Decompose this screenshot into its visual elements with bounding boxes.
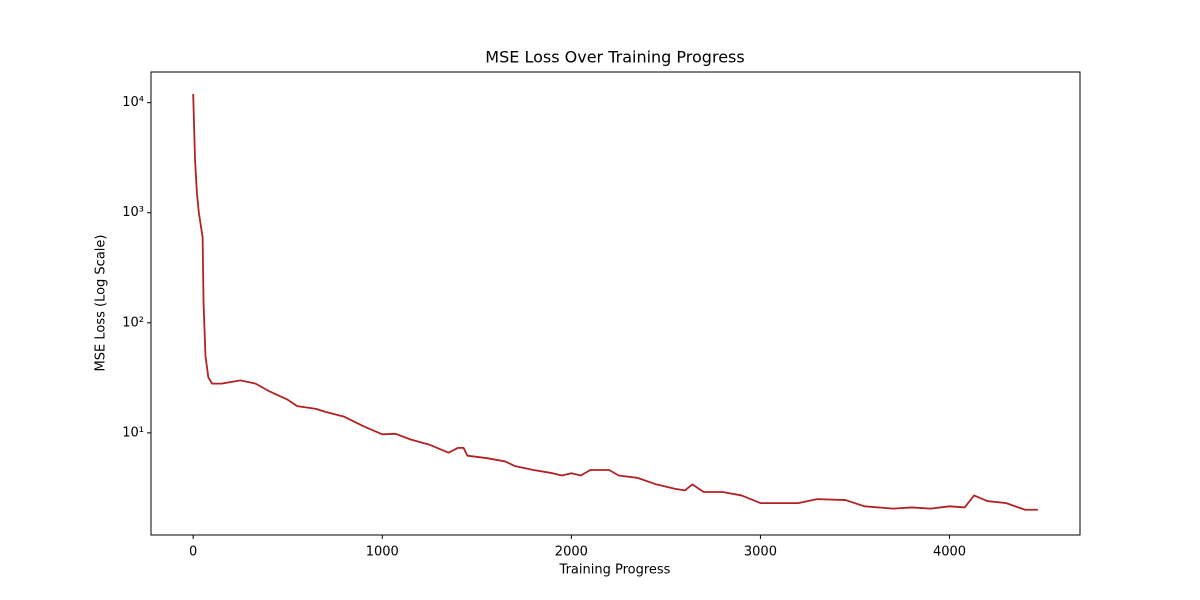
x-tick-label: 1000 [366, 545, 399, 560]
x-tick-label: 0 [189, 545, 197, 560]
y-tick-label: 10² [122, 315, 144, 330]
x-tick-label: 2000 [555, 545, 588, 560]
x-axis-label: Training Progress [559, 563, 671, 578]
x-tick-label: 4000 [933, 545, 966, 560]
loss-line [192, 93, 1038, 511]
y-tick-label: 10³ [122, 205, 144, 220]
chart-title: MSE Loss Over Training Progress [485, 48, 744, 67]
x-tick-label: 3000 [744, 545, 777, 560]
y-tick-label: 10⁴ [122, 95, 144, 110]
y-tick-label: 10¹ [122, 425, 144, 440]
plot-frame [150, 71, 1081, 536]
y-axis-label: MSE Loss (Log Scale) [94, 235, 109, 372]
